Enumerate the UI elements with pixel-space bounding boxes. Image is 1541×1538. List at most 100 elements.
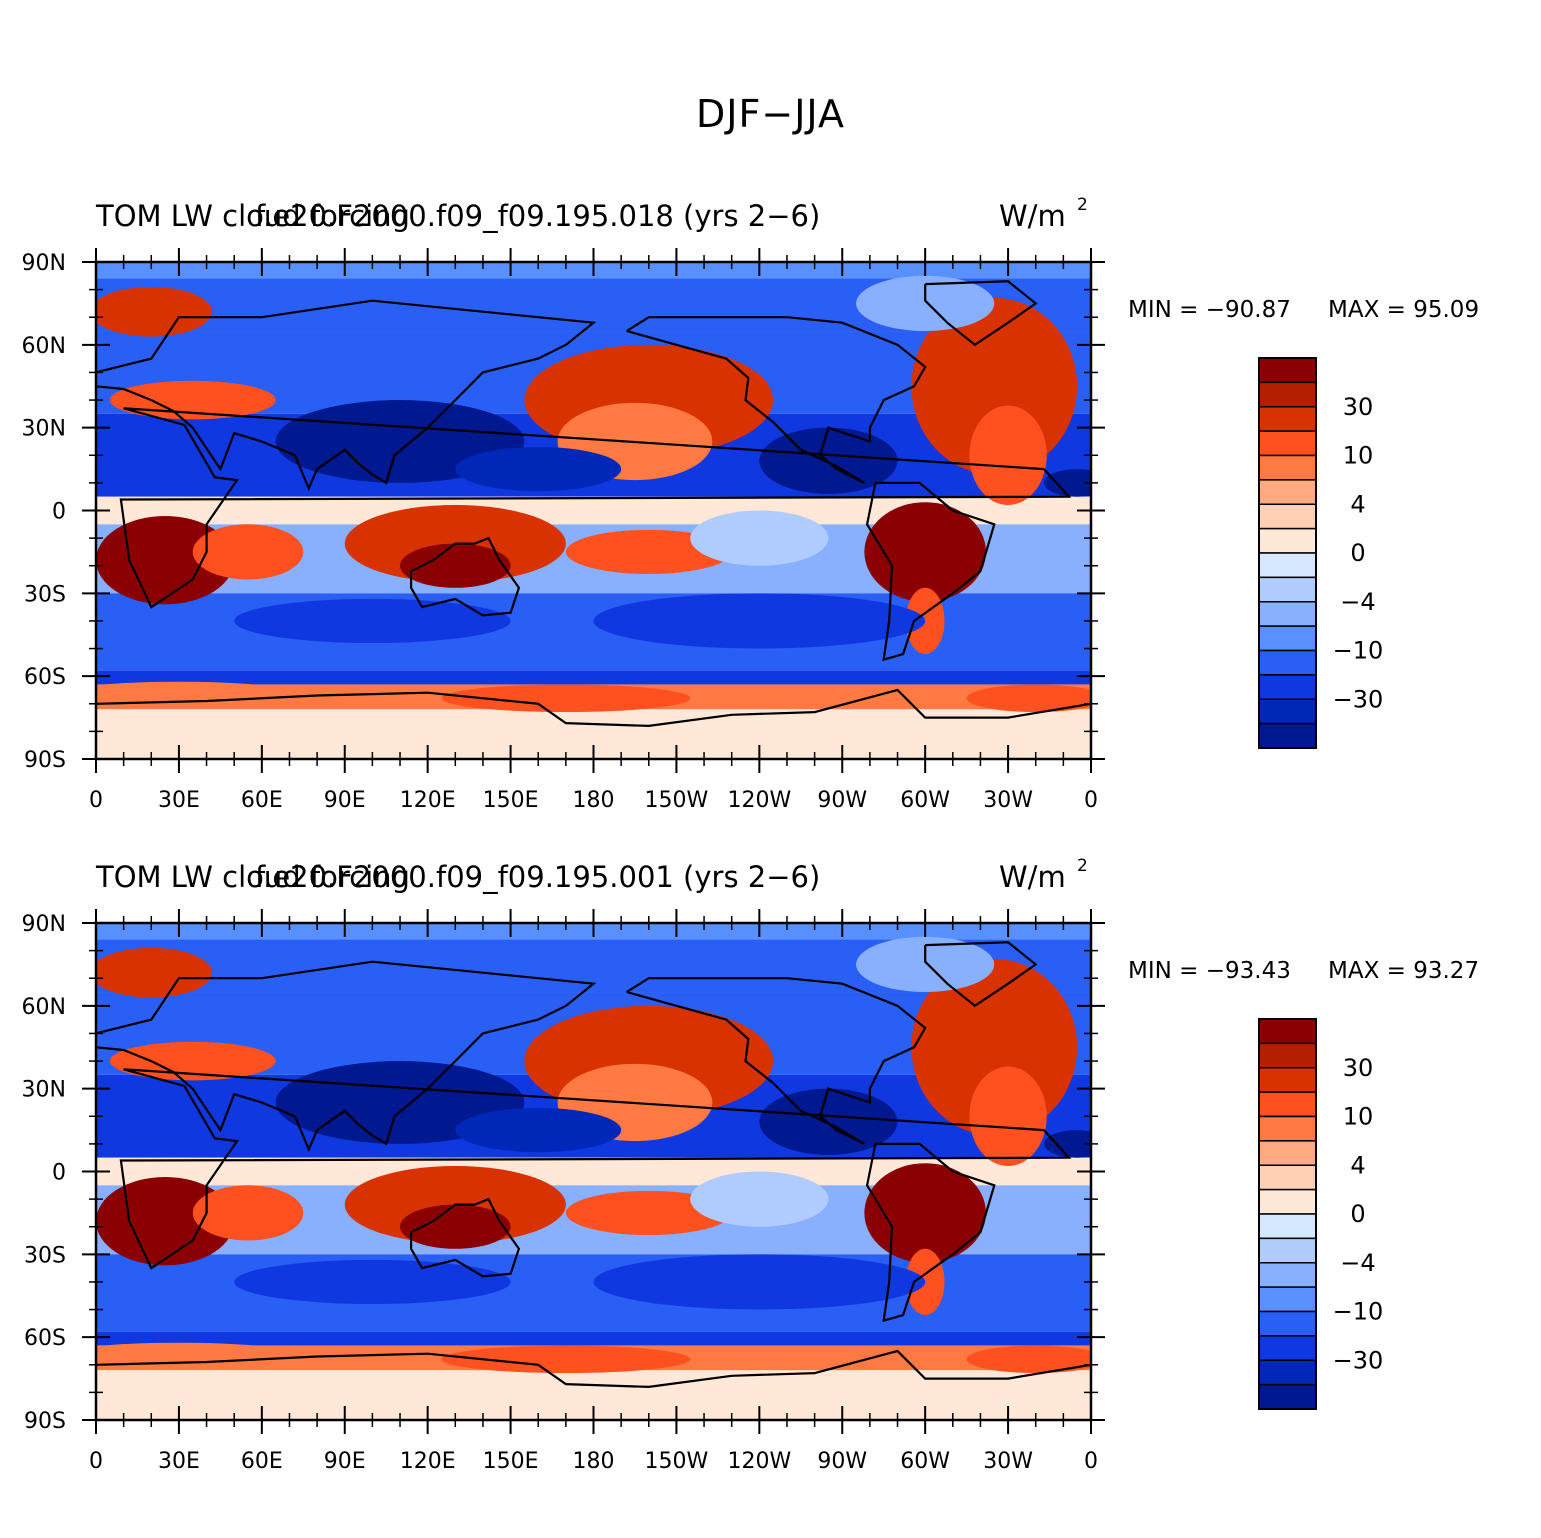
field-region <box>565 1190 732 1236</box>
lon-label: 60E <box>241 788 283 813</box>
field-region <box>400 1204 511 1249</box>
field-band <box>96 670 1091 685</box>
map-panel-2: TOM LW cloud forcing f.e20.F2000.f09_f09.… <box>0 831 1541 1491</box>
field-region <box>969 405 1047 505</box>
variable-label: TOM LW cloud forcing <box>95 199 410 233</box>
lon-label: 90W <box>817 1449 867 1474</box>
lat-label: 0 <box>52 500 66 525</box>
field-region <box>96 1177 235 1266</box>
colorbar-box <box>1258 1383 1317 1410</box>
lon-label: 120W <box>727 788 791 813</box>
lon-label: 150W <box>645 1449 709 1474</box>
colorbar-frame <box>1258 357 1317 749</box>
coastline <box>626 316 927 484</box>
lon-label: 180 <box>573 788 615 813</box>
lon-label: 30E <box>158 1449 200 1474</box>
colorbar-label: −30 <box>1333 1346 1384 1374</box>
coastline <box>410 1197 521 1278</box>
colorbar-box <box>1258 454 1317 481</box>
colorbar-box <box>1258 649 1317 676</box>
colorbar-label: −10 <box>1333 637 1384 665</box>
lon-label: 90E <box>324 1449 366 1474</box>
field-region <box>96 681 290 704</box>
lon-label: 0 <box>1084 788 1098 813</box>
field-region <box>455 1107 622 1153</box>
field-region <box>856 275 995 332</box>
lon-label: 150W <box>645 788 709 813</box>
field-region <box>441 1345 691 1374</box>
field-region <box>864 502 986 602</box>
lat-label: 30N <box>22 417 66 442</box>
units-superscript: 2 <box>1077 856 1088 876</box>
colorbar-box <box>1258 479 1317 505</box>
coastline <box>96 688 1091 728</box>
colorbar-frame <box>1258 1018 1317 1410</box>
lon-label: 90W <box>817 788 867 813</box>
field-region <box>96 947 213 998</box>
field-region <box>690 1171 829 1227</box>
lat-label: 0 <box>52 1161 66 1186</box>
min-label: MIN = −93.43 <box>1128 958 1291 984</box>
lon-label: 60W <box>900 788 950 813</box>
lat-label: 90N <box>22 251 66 276</box>
map-panel-1: TOM LW cloud forcing f.e20.F2000.f09_f09.… <box>0 170 1541 830</box>
colorbar-box <box>1258 406 1317 432</box>
lat-label: 30S <box>24 1243 66 1268</box>
coastline <box>626 977 927 1145</box>
colorbar-box <box>1258 552 1317 579</box>
field-region <box>234 1259 511 1305</box>
coastline <box>865 1142 996 1323</box>
field-region <box>192 1185 304 1241</box>
colorbar-label: 4 <box>1350 490 1365 518</box>
colorbar-box <box>1258 1140 1317 1166</box>
field-region <box>96 516 235 605</box>
max-label: MAX = 95.09 <box>1328 297 1479 323</box>
field-region <box>864 1163 986 1263</box>
lon-label: 90E <box>324 788 366 813</box>
colorbar-box <box>1258 1091 1317 1118</box>
coastline <box>924 280 1038 347</box>
colorbar-box <box>1258 576 1317 603</box>
colorbar-box <box>1258 1067 1317 1093</box>
field-region <box>856 936 995 993</box>
field-region <box>441 684 691 713</box>
colorbar-box <box>1258 1164 1317 1191</box>
lon-label: 30E <box>158 788 200 813</box>
case-label: f.e20.F2000.f09_f09.195.001 (yrs 2−6) <box>255 860 820 894</box>
lon-label: 60W <box>900 1449 950 1474</box>
lat-label: 60S <box>24 1326 66 1351</box>
colorbar-box <box>1258 357 1317 384</box>
max-label: MAX = 93.27 <box>1328 958 1479 984</box>
map-svg: TOM LW cloud forcingf.e20.F2000.f09_f09.… <box>22 856 1480 1474</box>
field-region <box>690 510 829 566</box>
lat-label: 60S <box>24 665 66 690</box>
figure-title: DJF−JJA <box>696 92 845 136</box>
colorbar-box <box>1258 1188 1317 1215</box>
units-label: W/m <box>999 860 1066 894</box>
colorbar-label: −4 <box>1340 1249 1375 1277</box>
colorbar-label: 0 <box>1350 539 1365 567</box>
colorbar-box <box>1258 527 1317 554</box>
colorbar-box <box>1258 1115 1317 1142</box>
field-layer <box>96 262 1091 759</box>
coastline <box>410 536 521 617</box>
colorbar-box <box>1258 430 1317 457</box>
colorbar-box <box>1258 1213 1317 1240</box>
colorbar-box <box>1258 1310 1317 1337</box>
field-region <box>966 684 1091 713</box>
field-region <box>593 1254 926 1310</box>
lat-label: 60N <box>22 334 66 359</box>
field-layer <box>96 923 1091 1420</box>
colorbar-box <box>1258 1262 1317 1288</box>
coastline <box>865 481 996 662</box>
coastline <box>96 960 597 1153</box>
field-region <box>905 587 945 655</box>
lon-label: 120W <box>727 1449 791 1474</box>
lat-label: 30N <box>22 1078 66 1103</box>
colorbar-label: 4 <box>1350 1151 1365 1179</box>
lat-label: 60N <box>22 995 66 1020</box>
colorbar-label: 0 <box>1350 1200 1365 1228</box>
variable-label: TOM LW cloud forcing <box>95 860 410 894</box>
field-region <box>969 1066 1047 1166</box>
field-region <box>455 446 622 492</box>
